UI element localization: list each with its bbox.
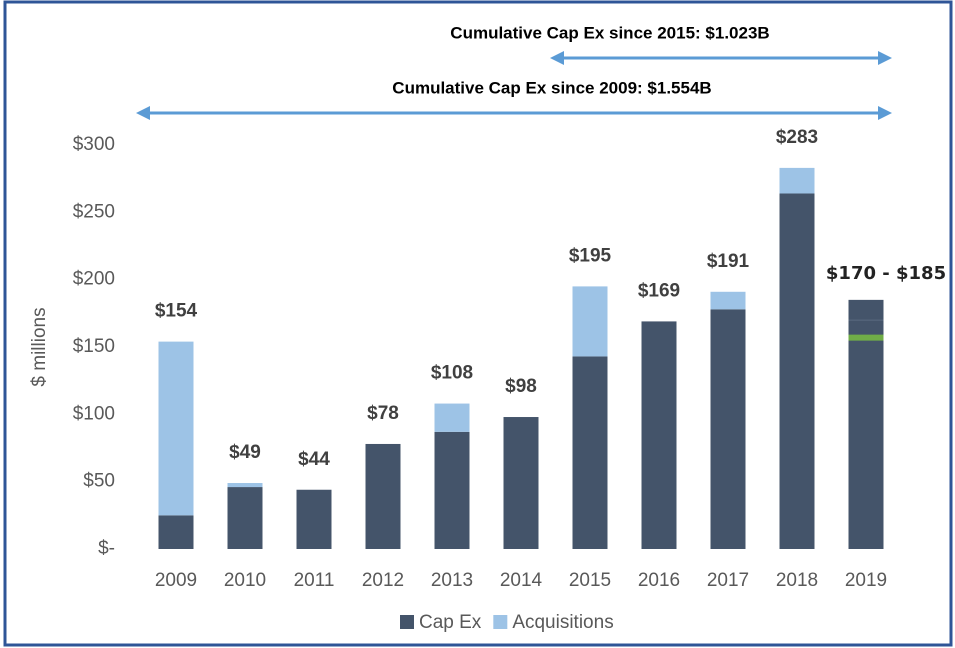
legend-swatch <box>493 615 508 629</box>
bar-segment <box>710 309 746 549</box>
y-tick-label: $50 <box>83 471 115 492</box>
total-label: $169 <box>638 280 680 301</box>
total-label: $154 <box>155 301 198 322</box>
total-label: $108 <box>431 363 473 384</box>
range-segment <box>848 299 884 321</box>
bar-segment <box>779 193 815 550</box>
total-label: $78 <box>367 403 399 424</box>
bar-segment <box>227 483 263 488</box>
x-tick-label: 2019 <box>845 570 887 591</box>
bar-segment <box>572 356 608 549</box>
y-axis-label: $ millions <box>29 307 50 386</box>
x-tick-label: 2013 <box>431 570 473 591</box>
arrow-head <box>878 106 892 120</box>
bar-segment <box>434 431 470 549</box>
annotation-text: Cumulative Cap Ex since 2015: $1.023B <box>450 23 769 42</box>
bar-segment <box>848 320 884 549</box>
bar-segment <box>503 417 539 549</box>
total-label: $283 <box>776 127 818 148</box>
y-tick-label: $100 <box>73 403 115 424</box>
x-tick-label: 2009 <box>155 570 197 591</box>
y-tick-label: $250 <box>73 201 115 222</box>
total-label: $98 <box>505 376 537 397</box>
legend-swatch <box>400 615 414 629</box>
bar-segment <box>434 403 470 432</box>
arrow-head <box>550 51 564 65</box>
x-tick-label: 2012 <box>362 570 404 591</box>
annotation-text: Cumulative Cap Ex since 2009: $1.554B <box>392 78 711 97</box>
bar-segment <box>365 443 401 549</box>
x-tick-label: 2015 <box>569 570 611 591</box>
x-tick-label: 2010 <box>224 570 266 591</box>
x-tick-label: 2011 <box>294 570 335 591</box>
y-tick-label: $200 <box>73 269 115 290</box>
bar-segment <box>227 487 263 549</box>
total-label: $195 <box>569 245 612 266</box>
frame <box>3 0 953 647</box>
y-tick-label: $150 <box>73 336 115 357</box>
bar-segment <box>158 341 194 516</box>
total-label: $44 <box>298 449 330 470</box>
total-label: $170 - $185 <box>826 263 946 284</box>
bar-segment <box>158 515 194 549</box>
y-tick-label: $300 <box>73 134 115 155</box>
legend-label: Acquisitions <box>512 612 613 633</box>
legend-label: Cap Ex <box>419 612 482 633</box>
x-tick-label: 2017 <box>707 570 749 591</box>
total-label: $49 <box>229 442 261 463</box>
x-tick-label: 2014 <box>500 570 543 591</box>
x-tick-label: 2016 <box>638 570 680 591</box>
x-tick-label: 2018 <box>776 570 818 591</box>
arrow-head <box>878 51 892 65</box>
arrow-head <box>136 106 150 120</box>
total-label: $191 <box>707 251 750 272</box>
y-tick-label: $- <box>98 538 115 559</box>
bar-segment <box>296 489 332 549</box>
bar-segment <box>641 321 677 549</box>
bar-segment <box>572 286 608 357</box>
bar-segment <box>710 291 746 310</box>
bar-segment <box>779 167 815 194</box>
